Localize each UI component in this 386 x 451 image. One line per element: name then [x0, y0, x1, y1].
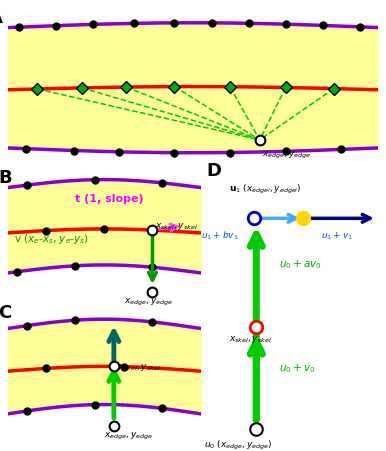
Text: $u_0$ ($x_{edge},y_{edge}$): $u_0$ ($x_{edge},y_{edge}$) [205, 438, 273, 451]
Text: $x_{edge},y_{edge}$: $x_{edge},y_{edge}$ [262, 149, 311, 160]
Text: $x_{edge},y_{edge}$: $x_{edge},y_{edge}$ [124, 296, 173, 307]
Text: $\mathbf{u}_1$ ($x_{edge\prime},y_{edge\prime}$): $\mathbf{u}_1$ ($x_{edge\prime},y_{edge\… [229, 182, 301, 195]
Text: $u_1+bv_1$: $u_1+bv_1$ [201, 230, 238, 242]
Text: v ($x_e$-$x_s$, $y_e$-$y_s$): v ($x_e$-$x_s$, $y_e$-$y_s$) [14, 231, 88, 245]
Text: $u_0+av_0$: $u_0+av_0$ [279, 258, 322, 270]
Text: t (1, slope): t (1, slope) [75, 193, 144, 203]
Text: $x_{skel},y_{skel}$: $x_{skel},y_{skel}$ [229, 333, 271, 344]
Text: D: D [206, 161, 221, 179]
Text: $x_{skel},y_{skel}$: $x_{skel},y_{skel}$ [118, 361, 161, 372]
Text: $u_1+v_1$: $u_1+v_1$ [321, 230, 353, 242]
Text: $x_{skel},y_{skel}$: $x_{skel},y_{skel}$ [155, 221, 198, 232]
Text: $x_{edge},y_{edge}$: $x_{edge},y_{edge}$ [104, 430, 153, 441]
Text: $u_0+v_0$: $u_0+v_0$ [279, 362, 315, 374]
Text: A: A [0, 9, 3, 27]
Text: C: C [0, 304, 11, 322]
Text: B: B [0, 168, 12, 186]
